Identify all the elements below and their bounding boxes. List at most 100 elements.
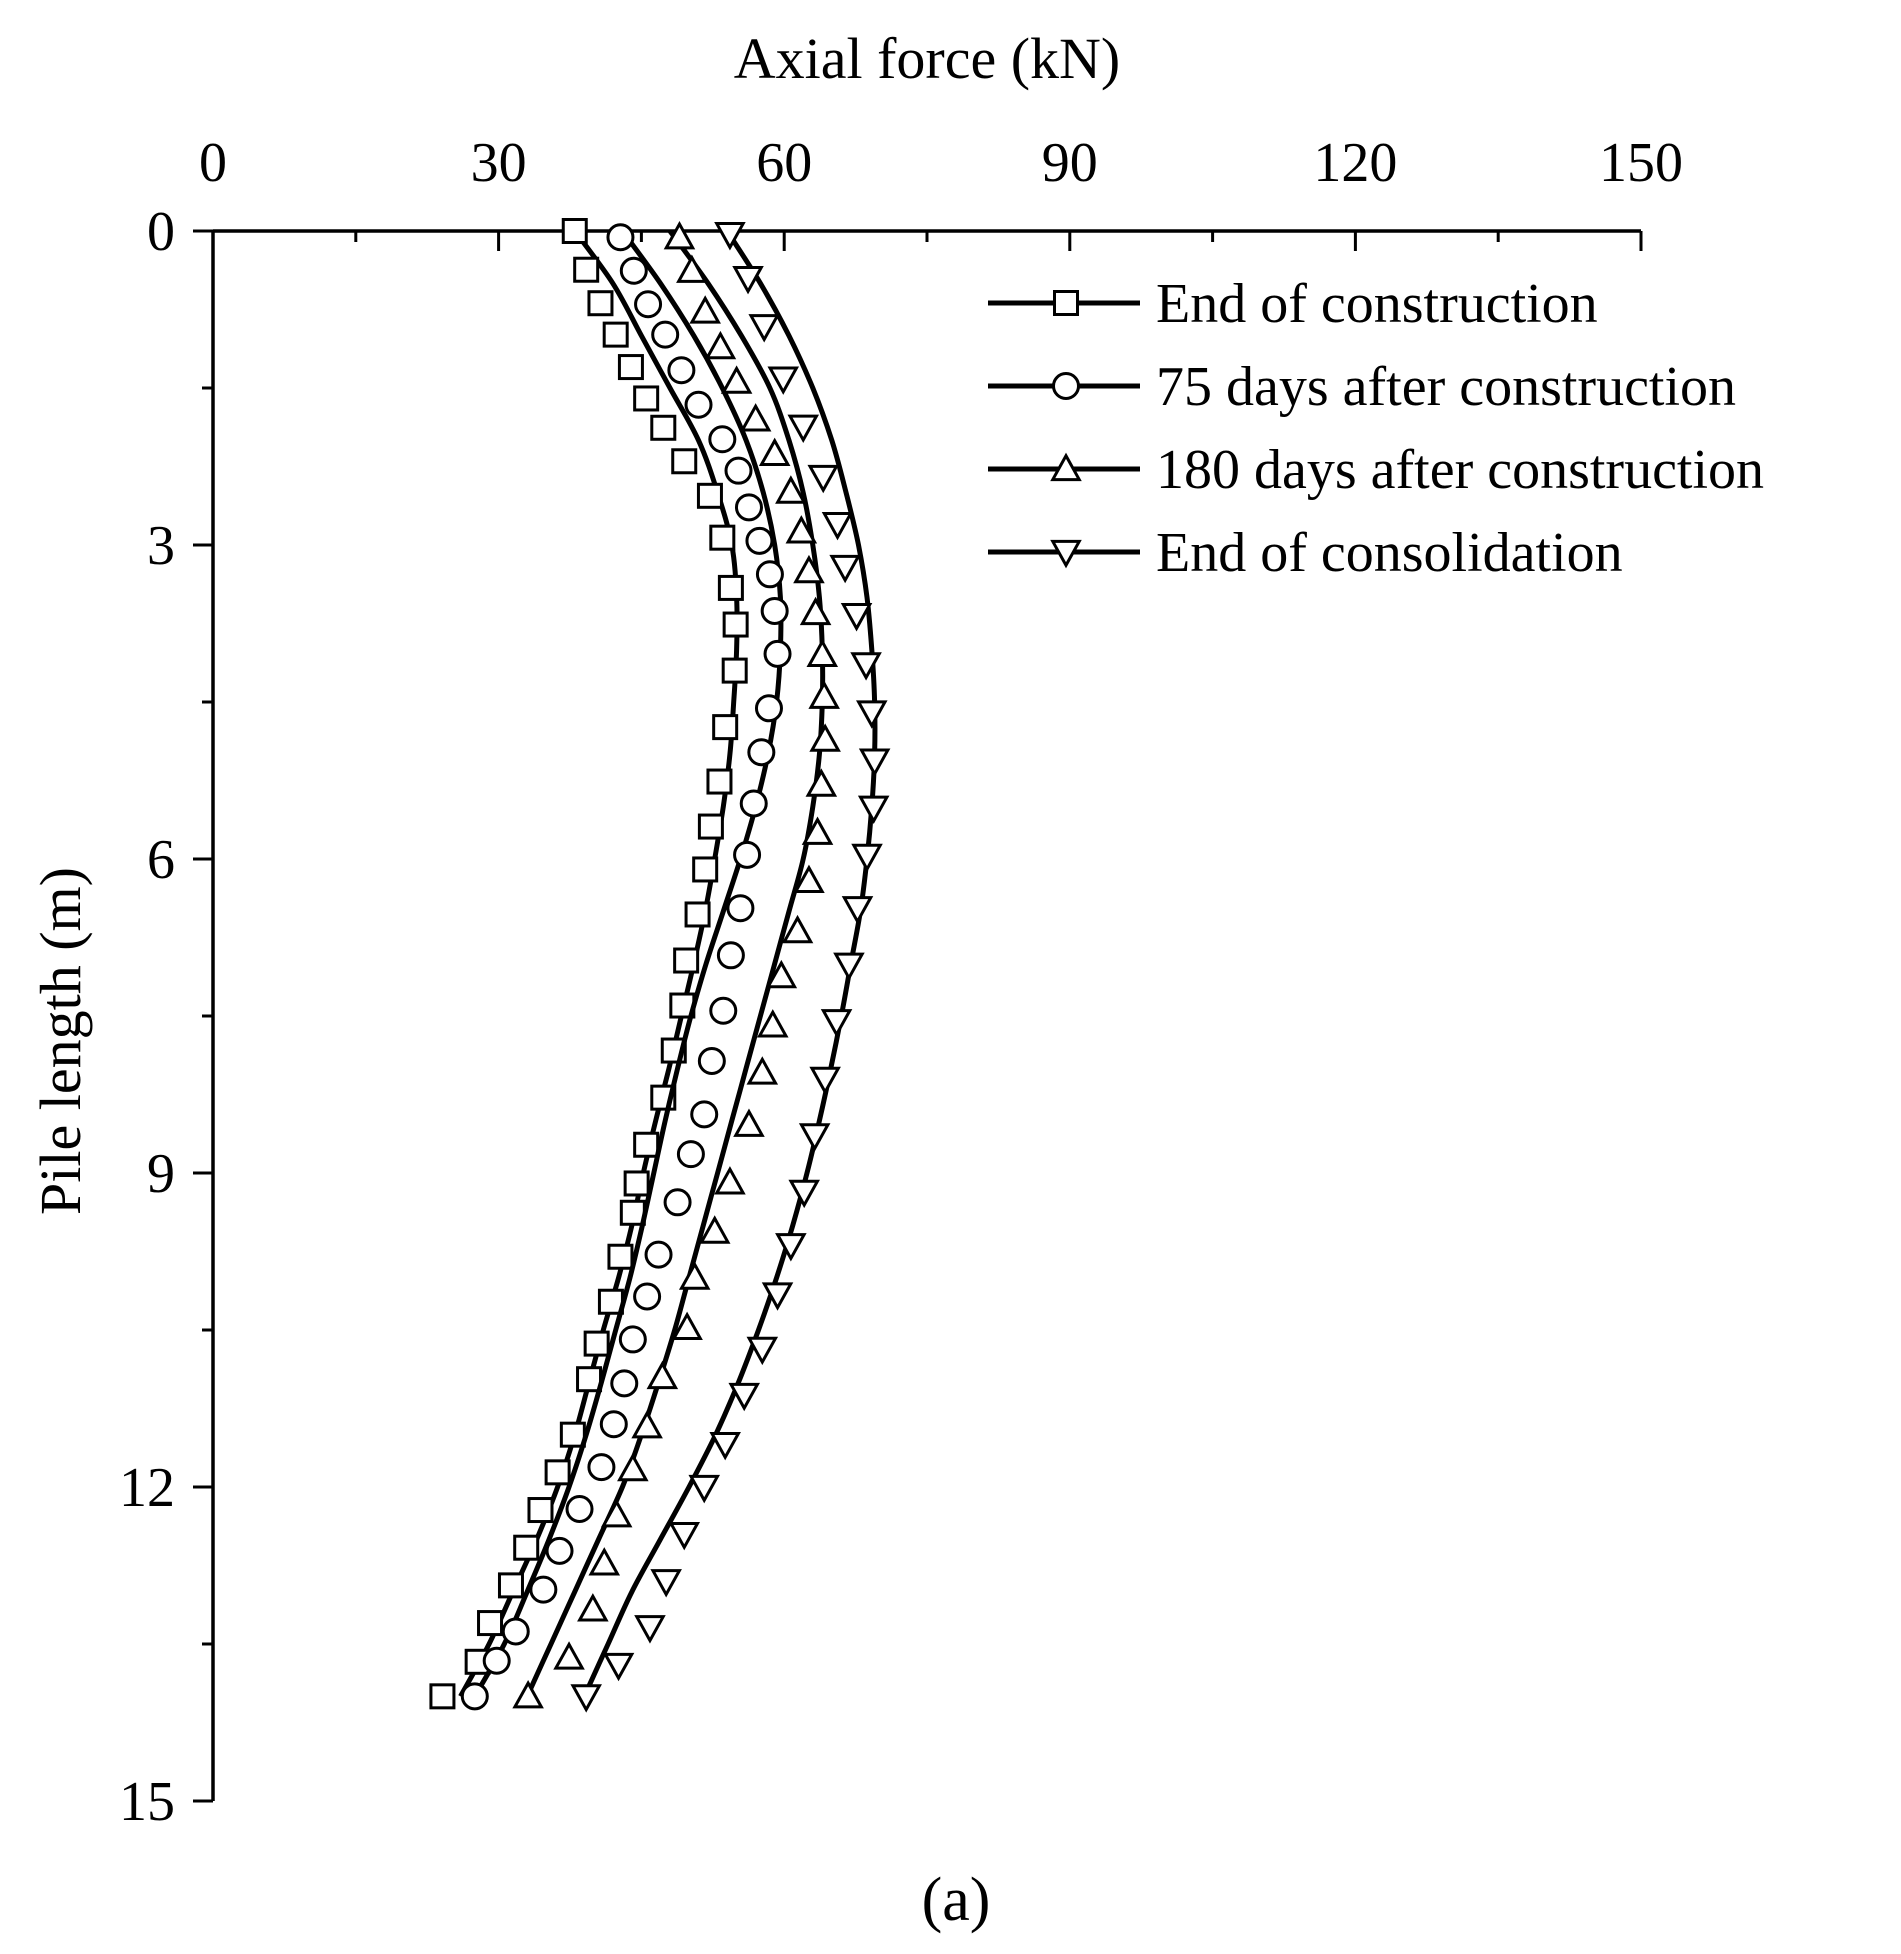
data-point-triangle-down: [821, 511, 854, 541]
data-point-circle: [619, 256, 648, 285]
data-point-triangle-down: [820, 1009, 853, 1038]
data-point-triangle-down: [775, 1233, 807, 1262]
data-point-triangle-up: [663, 220, 696, 250]
data-point-circle: [501, 1617, 530, 1646]
data-point-circle: [606, 223, 635, 252]
y-tick-label: 0: [147, 201, 175, 263]
data-point-square: [544, 1459, 571, 1486]
axes: 0 30 60 90 120 150 0 3 6 9 12 15: [119, 132, 1683, 1833]
data-point-triangle-down: [809, 1066, 841, 1096]
data-point-triangle-up: [678, 1261, 711, 1290]
data-point-circle: [651, 320, 680, 349]
data-point-square: [671, 448, 698, 475]
legend-marker-triangle-up: [1050, 452, 1082, 482]
data-point-circle: [599, 1410, 628, 1439]
data-point-triangle-down: [602, 1652, 635, 1682]
data-point-triangle-down: [829, 554, 861, 584]
data-point-triangle-up: [757, 1009, 789, 1038]
legend-label: End of consolidation: [1156, 522, 1623, 584]
data-point-circle: [755, 560, 784, 589]
data-point-circle: [739, 789, 768, 818]
x-tick-label: 90: [1042, 132, 1098, 194]
data-point-triangle-up: [801, 816, 834, 845]
data-point-triangle-down: [787, 414, 820, 444]
data-point-triangle-up: [671, 1311, 703, 1340]
y-tick-label: 15: [119, 1771, 175, 1833]
data-point-triangle-up: [765, 959, 798, 989]
data-point-triangle-up: [553, 1641, 585, 1670]
data-point-triangle-down: [858, 748, 891, 777]
data-point-circle: [460, 1682, 489, 1711]
data-point-triangle-down: [850, 652, 882, 681]
data-point-triangle-down: [570, 1684, 602, 1713]
series-line-2: [472, 229, 784, 1698]
data-point-circle: [697, 1047, 726, 1076]
data-point-circle: [684, 390, 713, 419]
data-point-triangle-up: [793, 554, 825, 584]
legend-item-2: 75 days after construction: [988, 356, 1736, 418]
data-point-triangle-up: [714, 1166, 746, 1195]
data-point-triangle-down: [788, 1179, 820, 1209]
x-tick-label: 150: [1599, 132, 1683, 194]
data-point-circle: [724, 456, 753, 485]
data-point-circle: [634, 290, 663, 319]
data-point-square: [602, 321, 629, 348]
data-point-triangle-up: [512, 1680, 544, 1709]
data-point-circle: [482, 1646, 511, 1675]
x-tick-label: 120: [1313, 132, 1397, 194]
data-point-circle: [545, 1536, 574, 1565]
data-point-triangle-down: [841, 896, 874, 925]
legend-label: 75 days after construction: [1156, 356, 1736, 418]
data-point-triangle-up: [781, 914, 814, 944]
data-point-triangle-down: [840, 603, 873, 632]
data-point-square: [712, 714, 739, 741]
data-point-triangle-up: [808, 680, 840, 709]
data-point-triangle-down: [732, 266, 764, 295]
y-axis-title: Pile length (m): [28, 867, 93, 1215]
data-point-triangle-up: [588, 1547, 621, 1576]
data-point-square: [583, 1330, 610, 1357]
data-point-triangle-down: [761, 1282, 794, 1311]
data-point-circle: [708, 425, 737, 454]
legend-marker-square: [1053, 290, 1079, 316]
data-point-triangle-up: [577, 1593, 609, 1622]
data-point-triangle-up: [793, 864, 825, 894]
data-point-square: [717, 574, 744, 601]
data-point-triangle-up: [617, 1452, 649, 1482]
data-point-circle: [587, 1453, 616, 1482]
data-point-triangle-up: [809, 723, 841, 752]
legend-label: 180 days after construction: [1156, 439, 1764, 501]
data-point-square: [561, 218, 588, 244]
data-point-square: [513, 1534, 540, 1561]
data-point-triangle-down: [746, 1336, 779, 1366]
series-4: [570, 222, 891, 1713]
data-point-square: [623, 1170, 650, 1197]
data-point-square: [697, 813, 724, 840]
data-point-triangle-up: [676, 254, 708, 283]
y-tick-label: 6: [147, 829, 175, 891]
data-point-triangle-up: [704, 330, 737, 360]
data-point-triangle-up: [806, 638, 839, 667]
data-point-square: [617, 354, 644, 381]
data-point-triangle-down: [798, 1123, 831, 1152]
data-point-circle: [733, 840, 762, 869]
data-point-triangle-down: [650, 1569, 682, 1598]
data-point-triangle-up: [720, 365, 753, 394]
legend-marker-circle: [1052, 372, 1080, 400]
x-tick-label: 60: [756, 132, 812, 194]
data-point-circle: [565, 1494, 594, 1523]
data-point-circle: [529, 1575, 558, 1604]
data-point-triangle-up: [799, 596, 832, 626]
legend-item-4: End of consolidation: [988, 522, 1623, 584]
data-point-triangle-down: [807, 464, 840, 494]
data-point-triangle-up: [646, 1360, 679, 1390]
data-point-circle: [760, 596, 789, 625]
data-point-circle: [676, 1140, 705, 1169]
data-point-triangle-down: [728, 1382, 760, 1412]
data-point-circle: [667, 356, 696, 385]
panel-label: (a): [922, 1866, 991, 1934]
data-point-triangle-up: [746, 1056, 779, 1085]
data-point-circle: [745, 526, 774, 555]
series-line-3: [524, 229, 826, 1698]
